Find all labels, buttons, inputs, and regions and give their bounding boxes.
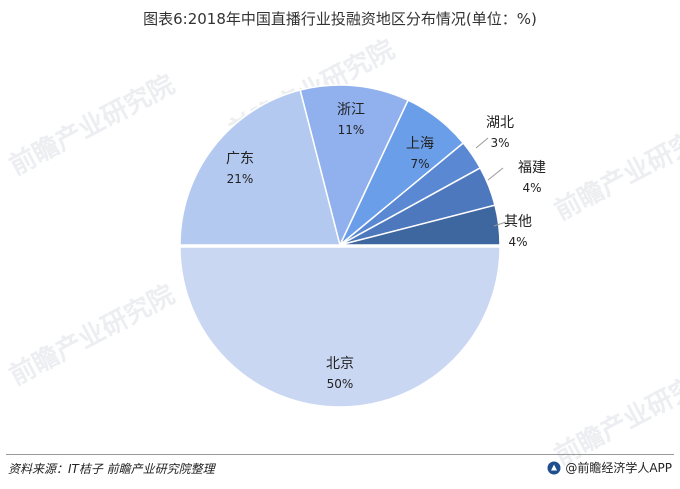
footer-divider xyxy=(6,454,674,455)
brand-label: @前瞻经济学人APP xyxy=(565,461,672,475)
slice-category-label: 湖北 xyxy=(486,115,514,131)
pie-chart: 北京 50% 广东 21% 浙江 11% 上海 7% 湖北 3% 福建 4% 其他 4% xyxy=(179,84,546,408)
leader-line xyxy=(475,137,489,149)
pie-slice xyxy=(299,84,410,248)
pie-slice xyxy=(179,89,341,246)
footer: 资料来源：IT桔子 前瞻产业研究院整理 @前瞻经济学人APP xyxy=(0,454,680,489)
slice-category-label: 浙江 xyxy=(337,102,365,118)
slice-value-label: 4% xyxy=(508,235,527,249)
slice-value-label: 3% xyxy=(490,136,509,150)
slice-value-label: 11% xyxy=(338,123,365,137)
slice-category-label: 福建 xyxy=(518,160,546,176)
leader-lines xyxy=(475,137,507,227)
slice-labels: 北京 50% 广东 21% 浙江 11% 上海 7% 湖北 3% 福建 4% 其他 4% xyxy=(226,102,546,391)
slice-category-label: 其他 xyxy=(504,214,532,230)
leader-line xyxy=(493,221,507,227)
slice-value-label: 4% xyxy=(522,181,541,195)
slice-value-label: 50% xyxy=(327,377,354,391)
leader-line xyxy=(487,167,504,181)
pie-slices xyxy=(179,84,501,408)
slice-category-label: 上海 xyxy=(406,136,434,152)
slice-category-label: 北京 xyxy=(326,356,354,372)
slice-value-label: 7% xyxy=(410,157,429,171)
source-note: 资料来源：IT桔子 前瞻产业研究院整理 xyxy=(8,462,215,476)
chart-title: 图表6:2018年中国直播行业投融资地区分布情况(单位：%) xyxy=(143,10,537,28)
brand: @前瞻经济学人APP xyxy=(547,459,672,476)
slice-category-label: 广东 xyxy=(226,151,254,167)
pie-slice xyxy=(179,246,501,408)
qianzhan-logo-icon xyxy=(547,461,561,474)
slice-value-label: 21% xyxy=(227,172,254,186)
